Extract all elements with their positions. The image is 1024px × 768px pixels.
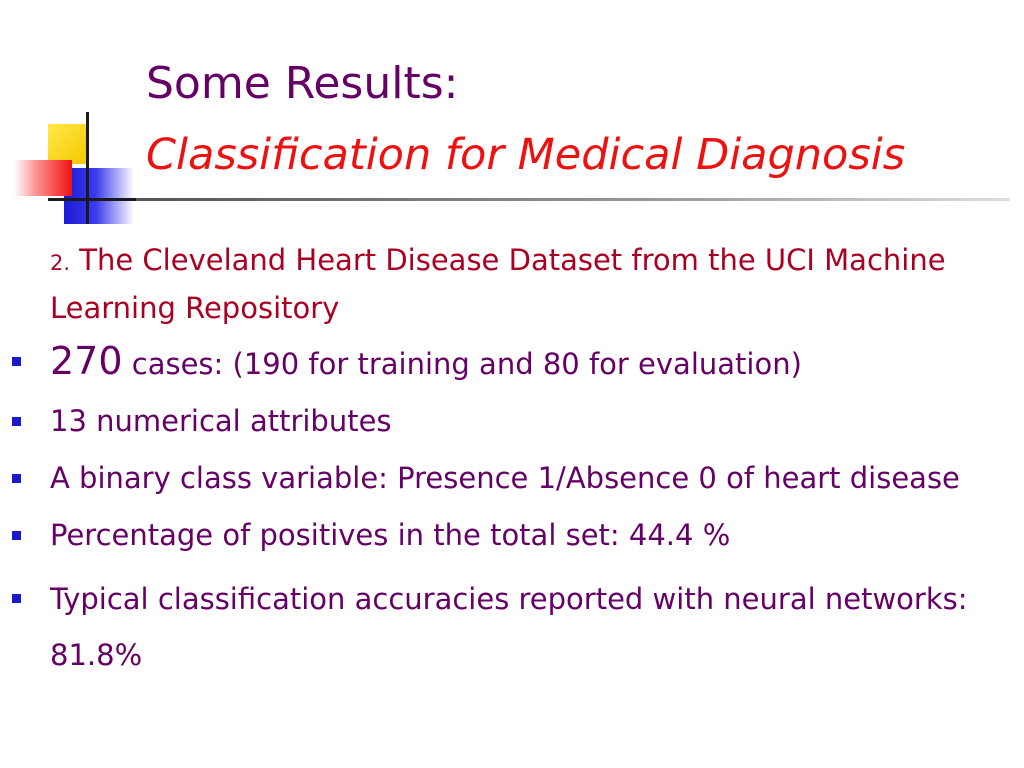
- bullet-text: Typical classification accuracies report…: [50, 582, 968, 672]
- intro-number: 2.: [50, 251, 71, 275]
- square-bullet-icon: [12, 531, 21, 540]
- colored-squares-logo-icon: [0, 0, 160, 240]
- square-bullet-icon: [12, 474, 21, 483]
- intro-text: The Cleveland Heart Disease Dataset from…: [50, 243, 946, 325]
- list-item: Typical classification accuracies report…: [0, 571, 1010, 683]
- square-bullet-icon: [12, 357, 21, 366]
- square-bullet-icon: [12, 417, 21, 426]
- logo-horizontal-line: [48, 198, 138, 201]
- list-item: 270 cases: (190 for training and 80 for …: [0, 340, 1010, 386]
- slide-title: Some Results:: [146, 58, 459, 109]
- bullet-text: A binary class variable: Presence 1/Abse…: [50, 461, 960, 495]
- bullet-list: 270 cases: (190 for training and 80 for …: [0, 340, 1024, 683]
- bullet-text: Percentage of positives in the total set…: [50, 518, 731, 552]
- bullet-text: cases: (190 for training and 80 for eval…: [122, 347, 802, 381]
- list-item: Percentage of positives in the total set…: [0, 514, 1010, 557]
- bullet-text: 13 numerical attributes: [50, 404, 392, 438]
- list-item: A binary class variable: Presence 1/Abse…: [0, 457, 1010, 500]
- square-bullet-icon: [12, 594, 21, 603]
- title-divider: [136, 198, 1010, 201]
- slide-subtitle: Classification for Medical Diagnosis: [146, 130, 906, 180]
- intro-paragraph: 2. The Cleveland Heart Disease Dataset f…: [50, 238, 1000, 331]
- case-count: 270: [50, 339, 123, 383]
- yellow-square: [48, 124, 86, 164]
- red-square: [14, 160, 72, 196]
- logo-vertical-line: [86, 112, 89, 224]
- blue-square: [64, 168, 134, 224]
- list-item: 13 numerical attributes: [0, 400, 1010, 443]
